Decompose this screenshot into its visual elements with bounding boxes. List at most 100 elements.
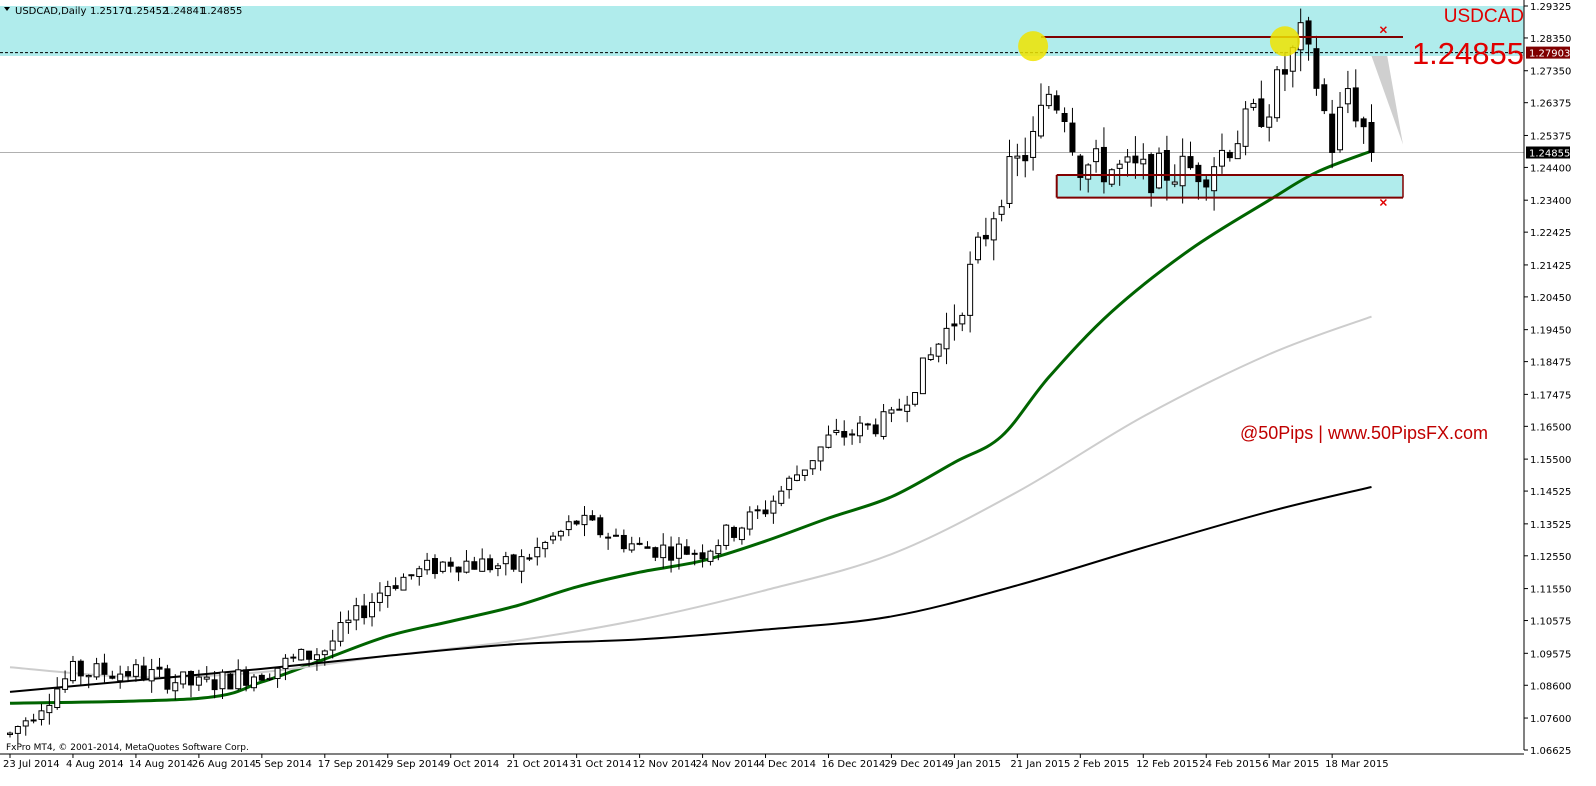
candle[interactable] [1368,104,1375,162]
candle[interactable] [723,524,730,550]
candle[interactable] [1061,107,1068,133]
candle[interactable] [927,347,934,361]
candle[interactable] [1085,163,1092,193]
candle[interactable] [455,566,462,582]
candle[interactable] [463,550,470,574]
candle[interactable] [479,548,486,572]
candle[interactable] [494,562,501,577]
candle[interactable] [321,649,328,666]
candle[interactable] [353,597,360,631]
candle[interactable] [306,650,313,667]
candle[interactable] [30,713,37,724]
candle[interactable] [1218,133,1225,174]
candle[interactable] [369,593,376,627]
candle[interactable] [652,546,659,562]
candle[interactable] [770,495,777,524]
candle[interactable] [982,217,989,247]
candle[interactable] [109,670,116,680]
candle[interactable] [778,485,785,507]
candle[interactable] [809,460,816,475]
candle[interactable] [841,420,848,446]
candle[interactable] [919,357,926,395]
candle[interactable] [856,416,863,444]
candle[interactable] [1187,141,1194,170]
candle[interactable] [384,580,391,608]
candle[interactable] [817,446,824,471]
candle[interactable] [46,693,53,725]
candle[interactable] [1203,175,1210,201]
candle[interactable] [203,666,210,683]
candle[interactable] [274,667,281,688]
candle[interactable] [471,556,478,570]
candle[interactable] [1077,153,1084,191]
candle[interactable] [1344,70,1351,114]
candle[interactable] [376,582,383,612]
candle[interactable] [833,418,840,436]
candle[interactable] [526,553,533,562]
candle[interactable] [990,211,997,261]
candle[interactable] [605,532,612,550]
candle[interactable] [93,657,100,680]
candle[interactable] [707,549,714,566]
candle[interactable] [959,312,966,332]
candle[interactable] [801,469,808,482]
candle[interactable] [518,549,525,584]
candle[interactable] [313,648,320,671]
candle[interactable] [227,673,234,690]
candle[interactable] [235,659,242,691]
candle[interactable] [298,648,305,661]
candle[interactable] [699,544,706,568]
candle[interactable] [1014,143,1021,177]
candle[interactable] [416,565,423,586]
candle[interactable] [746,506,753,536]
candle[interactable] [534,537,541,566]
candle[interactable] [951,304,958,341]
candle[interactable] [660,533,667,569]
candle[interactable] [1211,157,1218,211]
candle[interactable] [1053,90,1060,114]
candle[interactable] [250,674,257,692]
candle[interactable] [117,665,124,689]
candle[interactable] [38,703,45,726]
candle[interactable] [195,669,202,691]
candle[interactable] [487,554,494,573]
candle[interactable] [935,343,942,363]
candle[interactable] [794,465,800,482]
candle[interactable] [7,731,13,738]
candle[interactable] [550,532,557,545]
candle[interactable] [211,671,218,699]
header-dropdown-icon[interactable] [4,7,10,11]
candle[interactable] [1274,66,1281,122]
candle[interactable] [258,673,265,681]
candle[interactable] [557,529,564,541]
candle[interactable] [392,577,399,591]
candle[interactable] [85,674,92,689]
candle[interactable] [644,541,651,549]
candle[interactable] [1305,16,1312,61]
candle[interactable] [1250,98,1257,111]
candle[interactable] [589,510,596,521]
candle[interactable] [849,429,856,445]
candle[interactable] [612,528,619,537]
candle[interactable] [243,666,250,692]
candle[interactable] [825,425,832,449]
candle[interactable] [1069,107,1076,156]
candle[interactable] [1242,101,1249,156]
candle[interactable] [786,475,793,499]
candle[interactable] [1132,136,1139,179]
candle[interactable] [904,395,911,423]
candle[interactable] [22,717,29,736]
candle[interactable] [140,656,147,682]
candle[interactable] [668,536,675,573]
candle[interactable] [1156,147,1163,190]
candle[interactable] [912,392,919,407]
candle[interactable] [620,529,627,553]
candle[interactable] [1321,78,1328,115]
candle[interactable] [1045,85,1052,109]
candle[interactable] [1281,51,1288,92]
candle[interactable] [290,653,297,663]
candle[interactable] [337,611,344,647]
candle[interactable] [691,549,698,566]
candle[interactable] [628,536,635,553]
